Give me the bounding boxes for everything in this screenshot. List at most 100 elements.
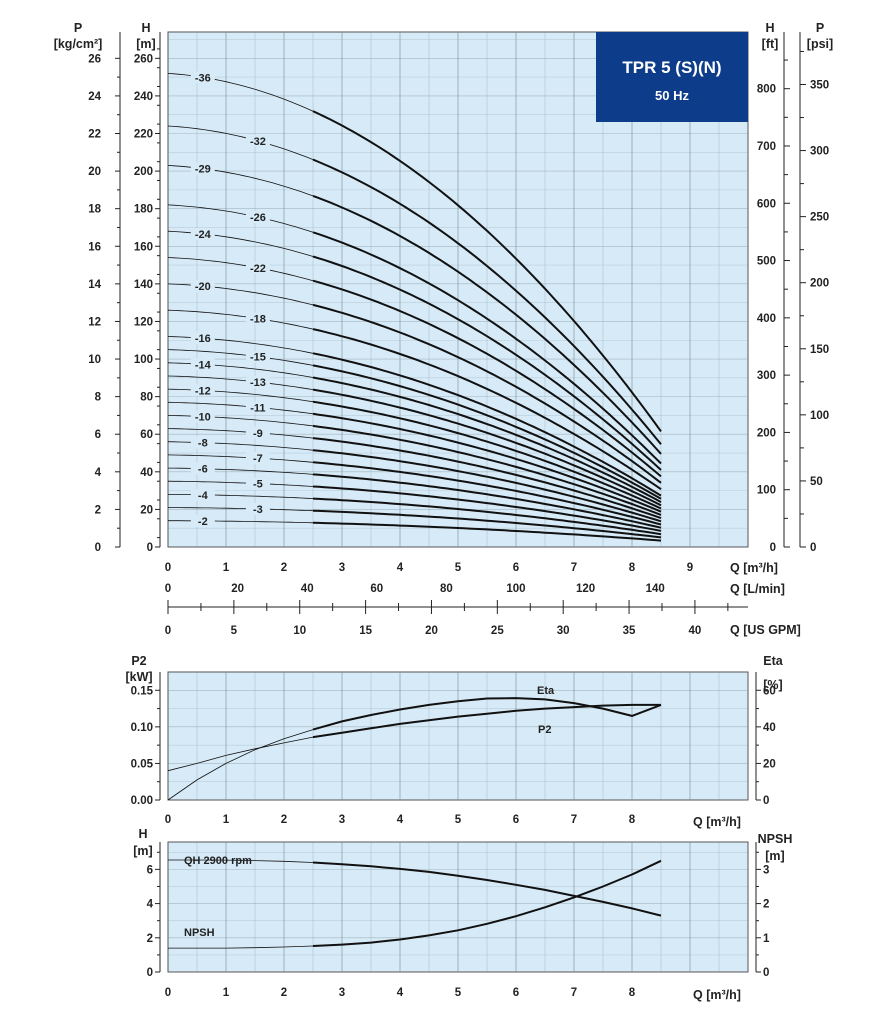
psi-tick-label: 0 xyxy=(810,542,816,554)
h-tick-label: 160 xyxy=(134,241,153,253)
qh-curve xyxy=(312,158,662,445)
curve-label-bg xyxy=(245,376,270,389)
qh-curve xyxy=(312,485,662,532)
curve-label-bg xyxy=(190,436,215,449)
p-tick-label: 10 xyxy=(88,354,101,366)
qh-curve xyxy=(312,279,662,478)
title-text: TPR 5 (S)(N) xyxy=(622,58,721,77)
qh-curve-thin xyxy=(167,125,314,160)
curve-label: -9 xyxy=(253,428,263,440)
p-tick-label: 20 xyxy=(88,166,101,178)
q-tick-label: 9 xyxy=(687,562,693,574)
qh-curve xyxy=(312,400,662,510)
ft-tick-label: 700 xyxy=(757,141,776,153)
p2-tick-label: 0.10 xyxy=(131,722,153,734)
psi-tick-label: 350 xyxy=(810,79,829,91)
series-label: P2 xyxy=(538,724,551,736)
h-tick-label: 40 xyxy=(140,467,153,479)
lmin-tick-label: 20 xyxy=(231,583,244,595)
q-tick-label: 1 xyxy=(223,814,230,826)
q-tick-label: 8 xyxy=(629,814,636,826)
ft-tick-label: 400 xyxy=(757,313,776,325)
eta-tick-label: 0 xyxy=(763,795,769,807)
lmin-tick-label: 0 xyxy=(165,583,171,595)
qh-curve-thin xyxy=(167,257,314,282)
curve xyxy=(312,859,662,947)
lmin-axis-label: Q [L/min] xyxy=(730,582,785,596)
npsh-h-tick-label: 2 xyxy=(147,933,153,945)
q-tick-label: 7 xyxy=(571,814,577,826)
lmin-tick-label: 60 xyxy=(370,583,383,595)
q-tick-label: 2 xyxy=(281,814,287,826)
q-tick-label: 3 xyxy=(339,987,345,999)
ft-tick-label: 800 xyxy=(757,84,776,96)
qh-curve xyxy=(312,352,662,497)
qh-curve-thin xyxy=(167,401,314,415)
curve-label-bg xyxy=(190,280,215,293)
curve-label: -18 xyxy=(250,314,266,326)
curve xyxy=(312,861,662,917)
qh-curve xyxy=(312,412,662,513)
npsh-h-tick-label: 0 xyxy=(147,967,153,979)
ft-tick-label: 600 xyxy=(757,198,776,210)
h-tick-label: 20 xyxy=(140,504,153,516)
curve-label-bg xyxy=(190,332,215,345)
lmin-tick-label: 80 xyxy=(440,583,453,595)
p-tick-label: 4 xyxy=(95,467,102,479)
series-label: QH 2900 rpm xyxy=(184,855,252,867)
h-tick-label: 240 xyxy=(134,91,153,103)
h-tick-label: 140 xyxy=(134,279,153,291)
series-label: Eta xyxy=(537,685,555,697)
psi-tick-label: 250 xyxy=(810,212,829,224)
p-axis-title: P xyxy=(74,21,82,35)
p-tick-label: 22 xyxy=(88,128,101,140)
curve-label: -6 xyxy=(198,464,208,476)
psi-tick-label: 100 xyxy=(810,410,829,422)
q-tick-label: 1 xyxy=(223,562,230,574)
q-tick-label: 4 xyxy=(397,562,404,574)
h-tick-label: 0 xyxy=(147,542,153,554)
qh-curve-thin xyxy=(167,375,314,390)
curve-label: -12 xyxy=(195,385,211,397)
curve-thin xyxy=(168,945,314,949)
h-tick-label: 220 xyxy=(134,128,153,140)
p-tick-label: 26 xyxy=(88,53,101,65)
q-tick-label: 8 xyxy=(629,987,636,999)
qh-curve xyxy=(312,328,662,491)
h-tick-label: 180 xyxy=(134,204,153,216)
curve-label: -10 xyxy=(195,412,211,424)
eta-tick-label: 20 xyxy=(763,758,776,770)
lmin-tick-label: 140 xyxy=(646,583,665,595)
q-tick-label: 8 xyxy=(629,562,636,574)
curve-label-bg xyxy=(245,502,270,515)
npsh-h-axis-title: H xyxy=(138,827,147,841)
npsh-tick-label: 1 xyxy=(763,933,770,945)
q-tick-label: 0 xyxy=(165,562,171,574)
psi-axis-unit: [psi] xyxy=(807,37,833,51)
h-axis-title: H xyxy=(141,21,150,35)
q-tick-label: 3 xyxy=(339,562,345,574)
ft-tick-label: 100 xyxy=(757,485,776,497)
gpm-tick-label: 10 xyxy=(293,625,306,637)
npsh-chart: 0 2 4 6 H [m] 0 1 2 3 NPSH [m] 0 1 2 3 4 5 6 7 8 Q [m³/h] QH 2… xyxy=(133,827,792,1002)
curve-label-bg xyxy=(190,514,215,527)
qh-curve-thin xyxy=(167,454,314,463)
curve-label: -5 xyxy=(253,479,263,491)
qh-curve xyxy=(312,461,662,526)
curve-label-bg xyxy=(190,227,215,240)
gpm-tick-label: 0 xyxy=(165,625,171,637)
p-tick-label: 16 xyxy=(88,241,101,253)
p-tick-label: 24 xyxy=(88,91,101,103)
curve-label: -32 xyxy=(250,136,266,148)
q-tick-label: 7 xyxy=(571,562,577,574)
eta-tick-label: 40 xyxy=(763,722,776,734)
eta-tick-label: 60 xyxy=(763,685,776,697)
curve-label: -29 xyxy=(195,164,211,176)
ft-tick-label: 500 xyxy=(757,256,776,268)
q-axis-label: Q [m³/h] xyxy=(693,988,741,1002)
q-tick-label: 5 xyxy=(455,814,462,826)
qh-curve xyxy=(312,376,662,503)
p-tick-label: 0 xyxy=(95,542,101,554)
psi-tick-label: 150 xyxy=(810,344,829,356)
curve-thin xyxy=(167,736,314,772)
